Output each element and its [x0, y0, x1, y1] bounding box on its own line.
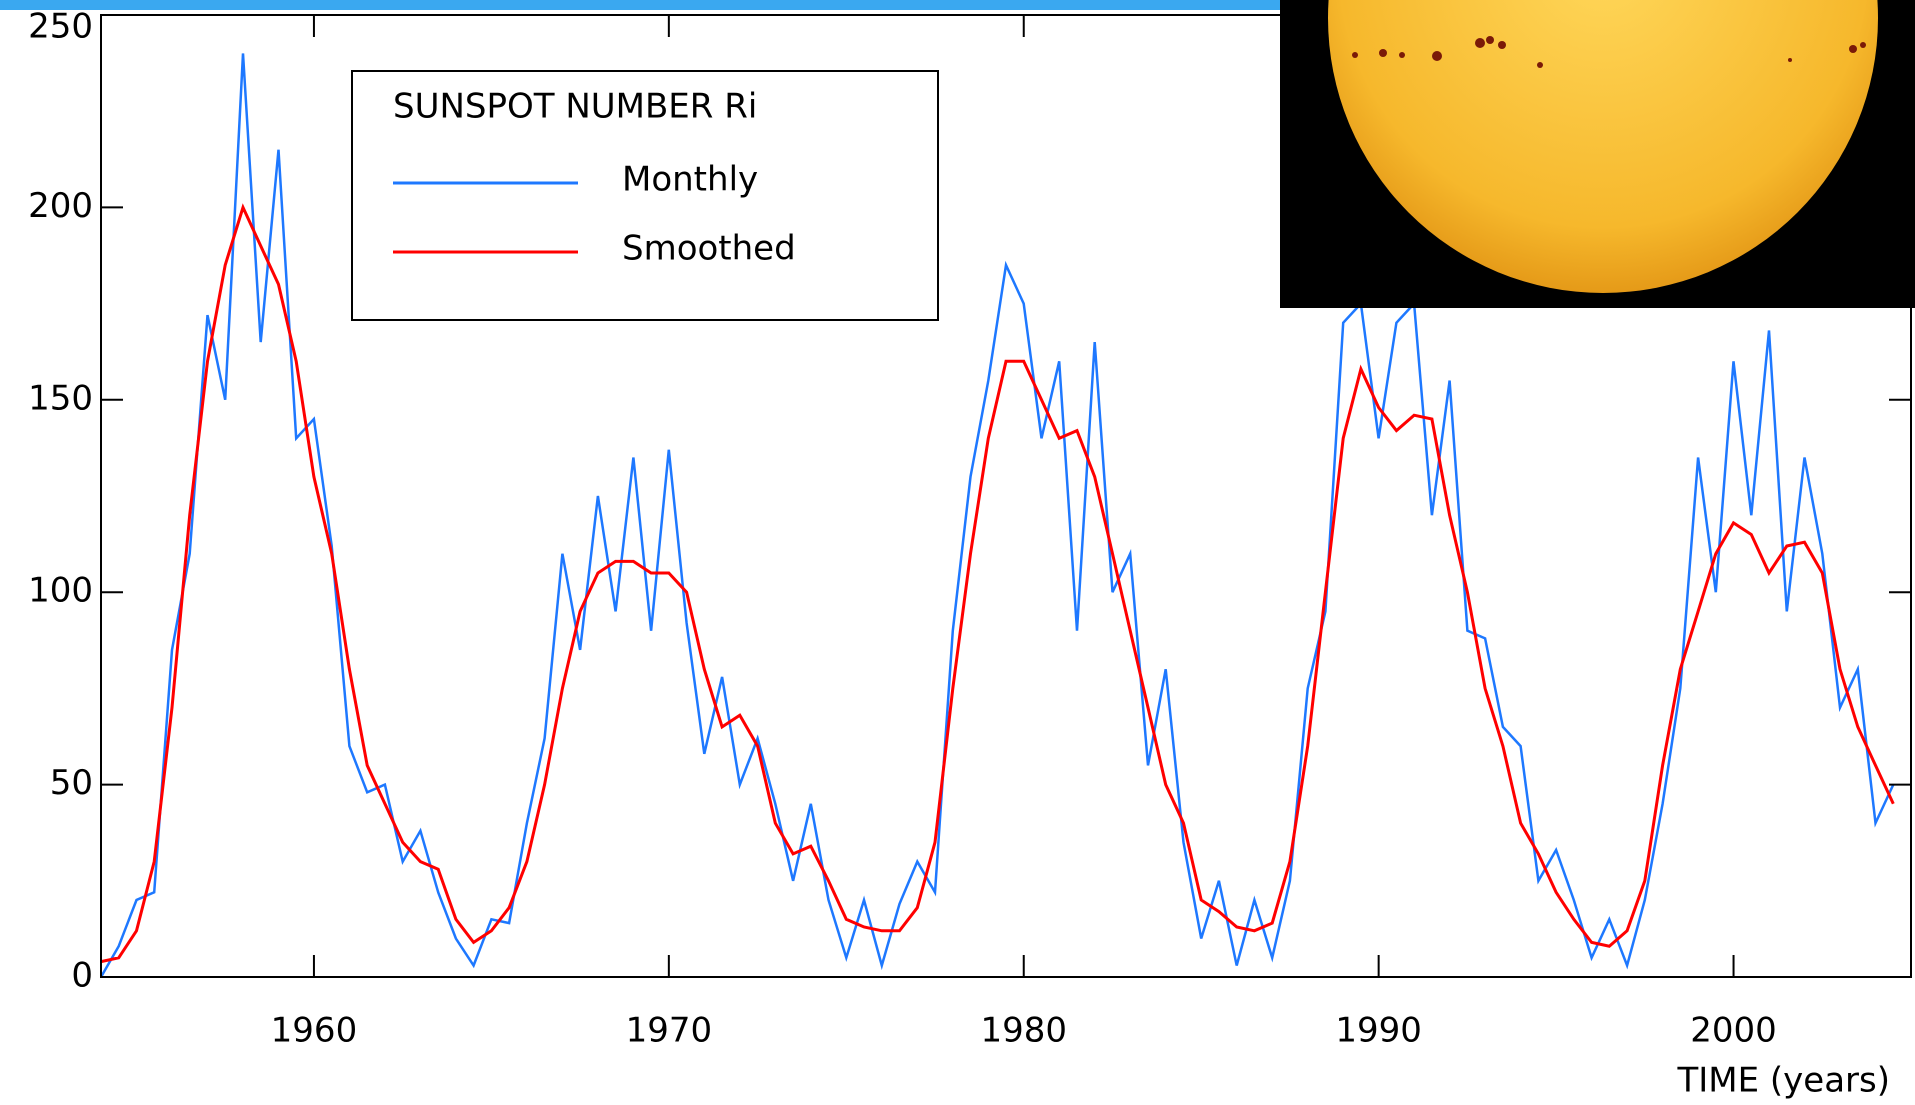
x-tick-label: 2000: [1690, 1011, 1777, 1051]
x-tick-label: 1990: [1335, 1011, 1422, 1051]
y-tick-label: 250: [28, 7, 93, 47]
y-tick-label: 0: [71, 956, 93, 996]
legend-label: Monthly: [622, 160, 758, 200]
y-tick-label: 50: [50, 763, 93, 803]
sun-image: [1280, 0, 1915, 308]
y-tick-label: 150: [28, 378, 93, 418]
page: {"chart_data": {"type": "line", "legend_…: [0, 0, 1915, 1105]
y-tick-label: 200: [28, 186, 93, 226]
legend-label: Smoothed: [622, 229, 796, 269]
x-tick-label: 1980: [980, 1011, 1067, 1051]
x-tick-label: 1970: [626, 1011, 713, 1051]
x-tick-label: 1960: [271, 1011, 358, 1051]
x-axis-label: TIME (years): [1676, 1061, 1890, 1101]
chart: 0 50 100 150 200 250 1960 1970 1980 1990 2000 SUNS…: [0, 0, 1915, 1105]
y-tick-label: 100: [28, 571, 93, 611]
top-bar: [0, 0, 1280, 10]
legend-title: SUNSPOT NUMBER Ri: [393, 87, 757, 127]
